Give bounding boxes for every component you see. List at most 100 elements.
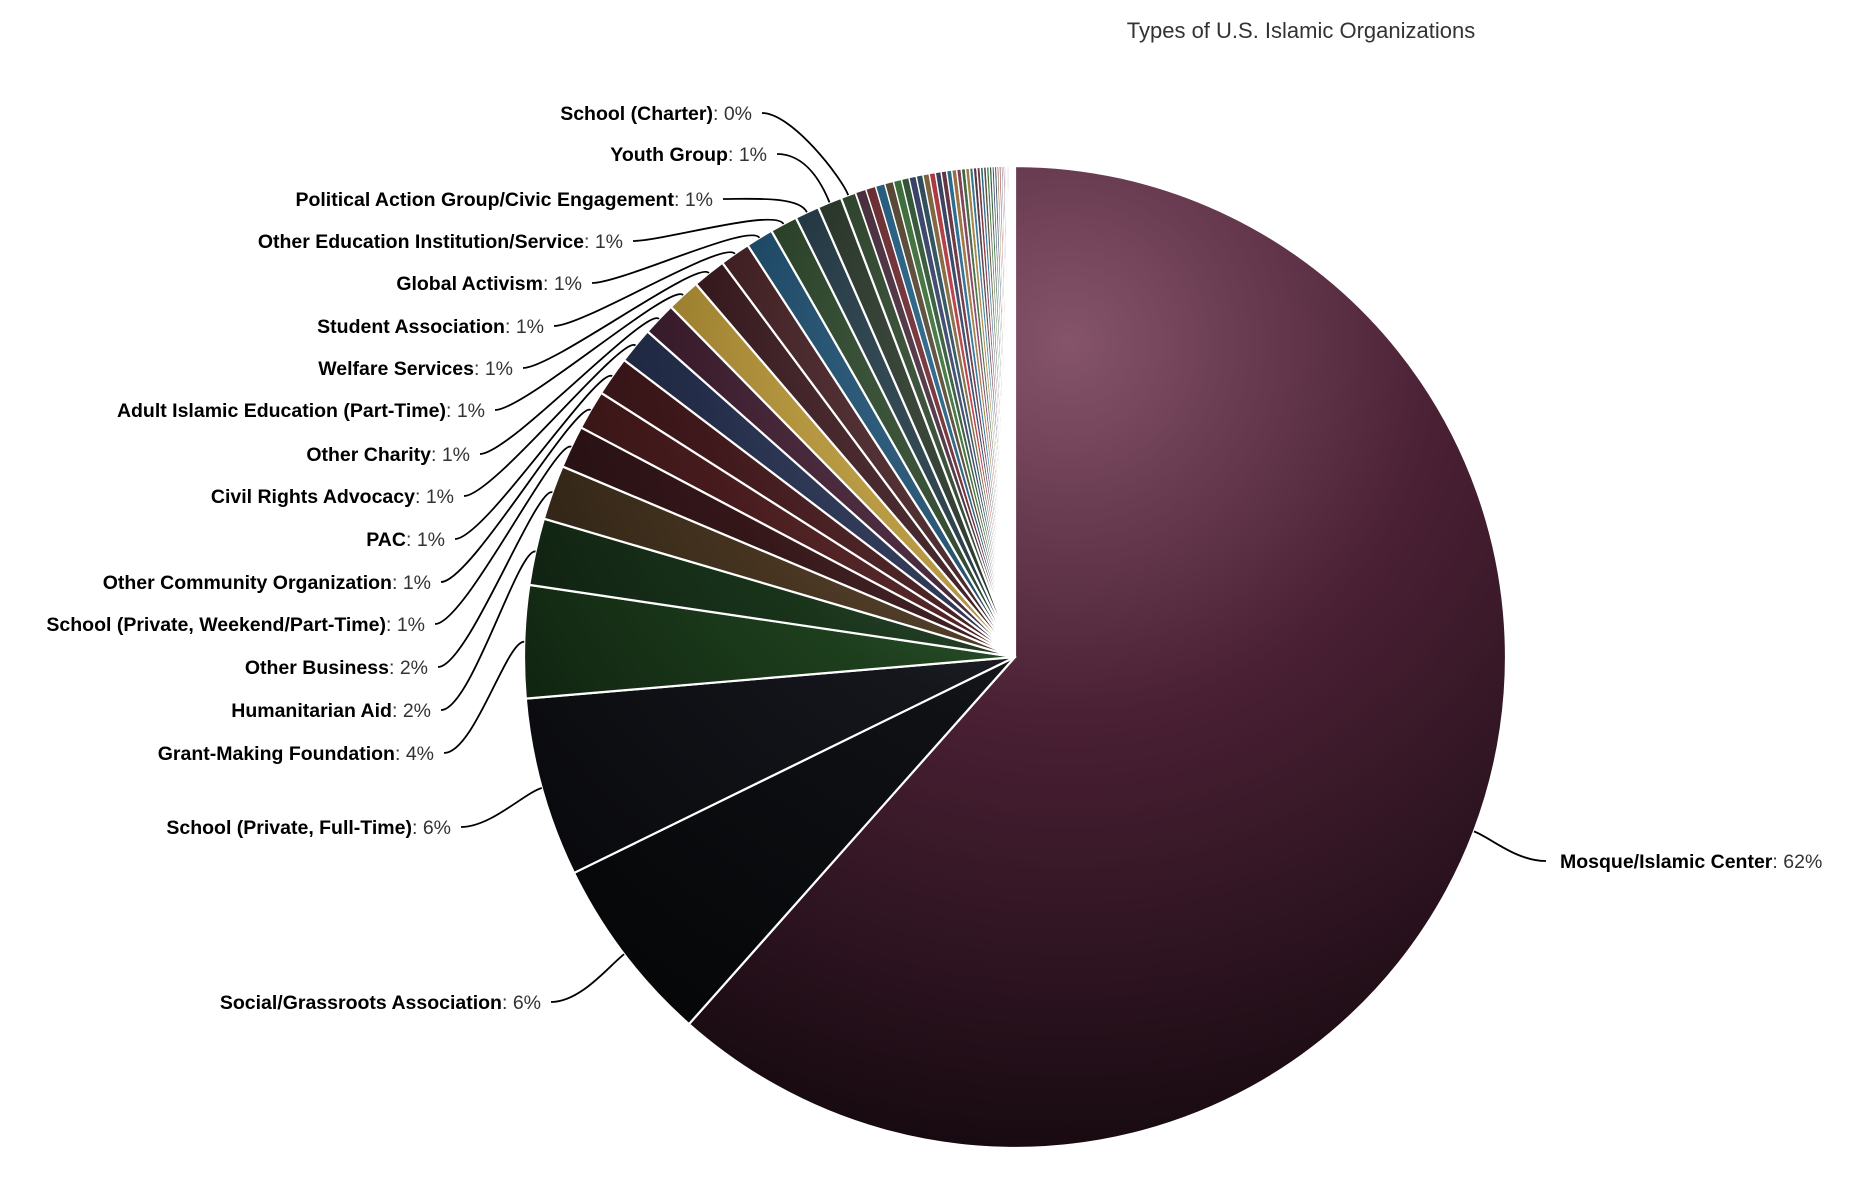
data-label-name: Humanitarian Aid xyxy=(231,700,392,722)
data-label-separator: : xyxy=(446,400,457,422)
data-label-separator: : xyxy=(674,189,685,211)
data-label: Other Community Organization: 1% xyxy=(103,572,431,594)
data-label-separator: : xyxy=(386,614,397,636)
data-label: Student Association: 1% xyxy=(317,316,544,338)
data-label: Other Education Institution/Service: 1% xyxy=(258,231,623,253)
data-label-name: Social/Grassroots Association xyxy=(220,992,502,1014)
pie-slice-unlabeled[interactable] xyxy=(1013,165,1016,658)
data-label-percent: 1% xyxy=(442,444,470,466)
data-label-name: Mosque/Islamic Center xyxy=(1560,851,1773,873)
label-connector xyxy=(463,344,637,497)
data-label: Grant-Making Foundation: 4% xyxy=(158,743,434,765)
data-label-separator: : xyxy=(431,444,442,466)
data-label-percent: 6% xyxy=(423,817,451,839)
data-label-percent: 1% xyxy=(739,144,767,166)
data-label-percent: 4% xyxy=(406,743,434,765)
label-connector xyxy=(591,234,761,284)
label-connector xyxy=(440,550,536,711)
data-label-separator: : xyxy=(713,103,724,125)
data-label-separator: : xyxy=(543,273,554,295)
label-connector xyxy=(440,408,592,583)
pie-slice-mosque-islamic-center[interactable] xyxy=(687,164,1508,1150)
data-label-separator: : xyxy=(505,316,516,338)
data-label-name: School (Private, Weekend/Part-Time) xyxy=(46,614,386,636)
data-label: School (Private, Full-Time): 6% xyxy=(166,817,451,839)
data-label-percent: 1% xyxy=(554,273,582,295)
data-label-name: School (Charter) xyxy=(560,103,713,125)
data-label: School (Charter): 0% xyxy=(560,103,752,125)
data-label-percent: 2% xyxy=(400,657,428,679)
label-connector xyxy=(550,953,625,1003)
data-label-name: Youth Group xyxy=(610,144,728,166)
label-connector xyxy=(761,112,850,196)
data-label-name: Political Action Group/Civic Engagement xyxy=(295,189,674,211)
label-connector xyxy=(494,293,684,411)
data-label-name: Student Association xyxy=(317,316,505,338)
label-connector xyxy=(522,270,710,369)
data-label-separator: : xyxy=(406,529,417,551)
data-label-name: Civil Rights Advocacy xyxy=(211,486,415,508)
data-label-name: Welfare Services xyxy=(318,358,474,380)
data-label-name: School (Private, Full-Time) xyxy=(166,817,412,839)
data-label-separator: : xyxy=(392,700,403,722)
data-label-name: Other Education Institution/Service xyxy=(258,231,584,253)
label-connector xyxy=(437,491,553,668)
label-connector xyxy=(479,317,660,455)
data-label-name: PAC xyxy=(366,529,406,551)
label-connector xyxy=(434,445,572,625)
data-label-percent: 1% xyxy=(595,231,623,253)
data-label-name: Adult Islamic Education (Part-Time) xyxy=(117,400,446,422)
data-labels: Mosque/Islamic Center: 62% Social/Grassro… xyxy=(46,103,1822,1014)
pie-slices xyxy=(522,164,1508,1150)
label-connector xyxy=(553,251,736,327)
data-label-separator: : xyxy=(415,486,426,508)
data-label-percent: 1% xyxy=(516,316,544,338)
data-label-percent: 62% xyxy=(1783,851,1822,873)
data-label-separator: : xyxy=(392,572,403,594)
data-label: Other Charity: 1% xyxy=(306,444,470,466)
label-connector xyxy=(776,153,831,203)
data-label-percent: 0% xyxy=(724,103,752,125)
data-label: Civil Rights Advocacy: 1% xyxy=(211,486,454,508)
data-label-name: Other Charity xyxy=(306,444,431,466)
data-label: PAC: 1% xyxy=(366,529,445,551)
data-label: Other Business: 2% xyxy=(245,657,428,679)
label-connector xyxy=(1473,830,1547,862)
data-label-separator: : xyxy=(1772,851,1783,873)
data-label-name: Other Business xyxy=(245,657,389,679)
data-label: Political Action Group/Civic Engagement:… xyxy=(295,189,713,211)
data-label: Social/Grassroots Association: 6% xyxy=(220,992,541,1014)
data-label: Youth Group: 1% xyxy=(610,144,767,166)
data-label-separator: : xyxy=(584,231,595,253)
data-label-name: Other Community Organization xyxy=(103,572,392,594)
data-label-percent: 1% xyxy=(685,189,713,211)
data-label-percent: 1% xyxy=(485,358,513,380)
data-label-separator: : xyxy=(389,657,400,679)
label-connector xyxy=(443,640,525,754)
data-label: Mosque/Islamic Center: 62% xyxy=(1560,851,1822,873)
data-label-separator: : xyxy=(395,743,406,765)
data-label-percent: 1% xyxy=(403,572,431,594)
label-connector xyxy=(460,787,543,828)
label-connectors xyxy=(434,112,1547,1003)
data-label-percent: 1% xyxy=(426,486,454,508)
data-label: Global Activism: 1% xyxy=(396,273,582,295)
data-label-percent: 2% xyxy=(403,700,431,722)
chart-title: Types of U.S. Islamic Organizations xyxy=(1127,18,1475,43)
data-label-separator: : xyxy=(474,358,485,380)
label-connector xyxy=(632,218,785,242)
data-label-separator: : xyxy=(728,144,739,166)
data-label-percent: 1% xyxy=(457,400,485,422)
data-label-percent: 1% xyxy=(417,529,445,551)
data-label-name: Grant-Making Foundation xyxy=(158,743,395,765)
data-label-separator: : xyxy=(412,817,423,839)
data-label-percent: 6% xyxy=(513,992,541,1014)
data-label-name: Global Activism xyxy=(396,273,543,295)
data-label-separator: : xyxy=(502,992,513,1014)
label-connector xyxy=(454,375,613,540)
label-connector xyxy=(722,197,808,213)
pie-slice-social-grassroots-association[interactable] xyxy=(572,655,1017,1026)
data-label-percent: 1% xyxy=(397,614,425,636)
data-label: Humanitarian Aid: 2% xyxy=(231,700,431,722)
